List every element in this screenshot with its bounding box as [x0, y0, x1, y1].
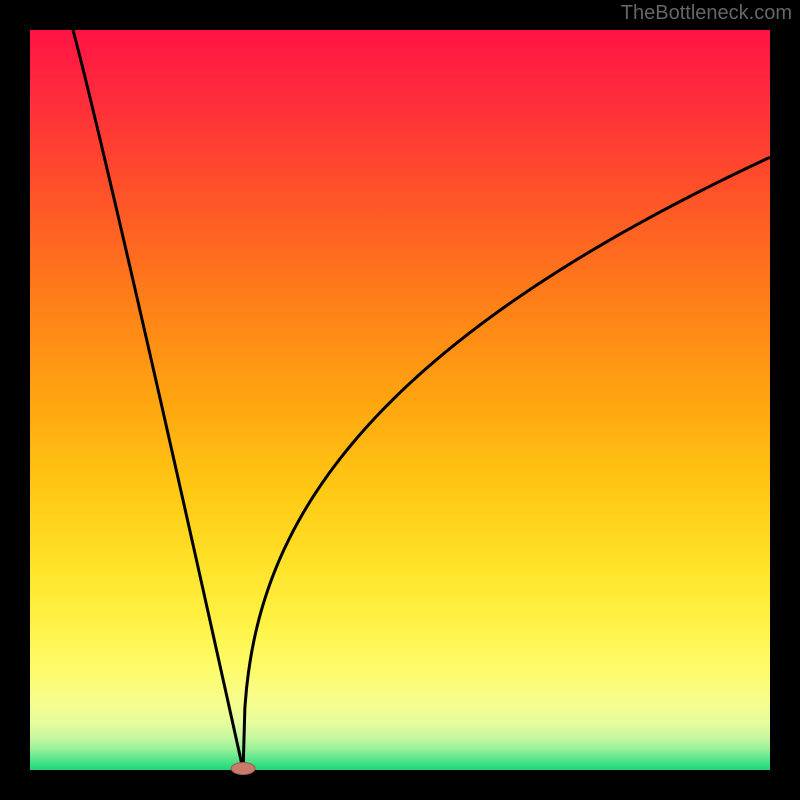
bottleneck-chart — [0, 0, 800, 800]
optimum-marker — [231, 763, 255, 775]
chart-container: TheBottleneck.com — [0, 0, 800, 800]
chart-background-gradient — [30, 30, 770, 770]
